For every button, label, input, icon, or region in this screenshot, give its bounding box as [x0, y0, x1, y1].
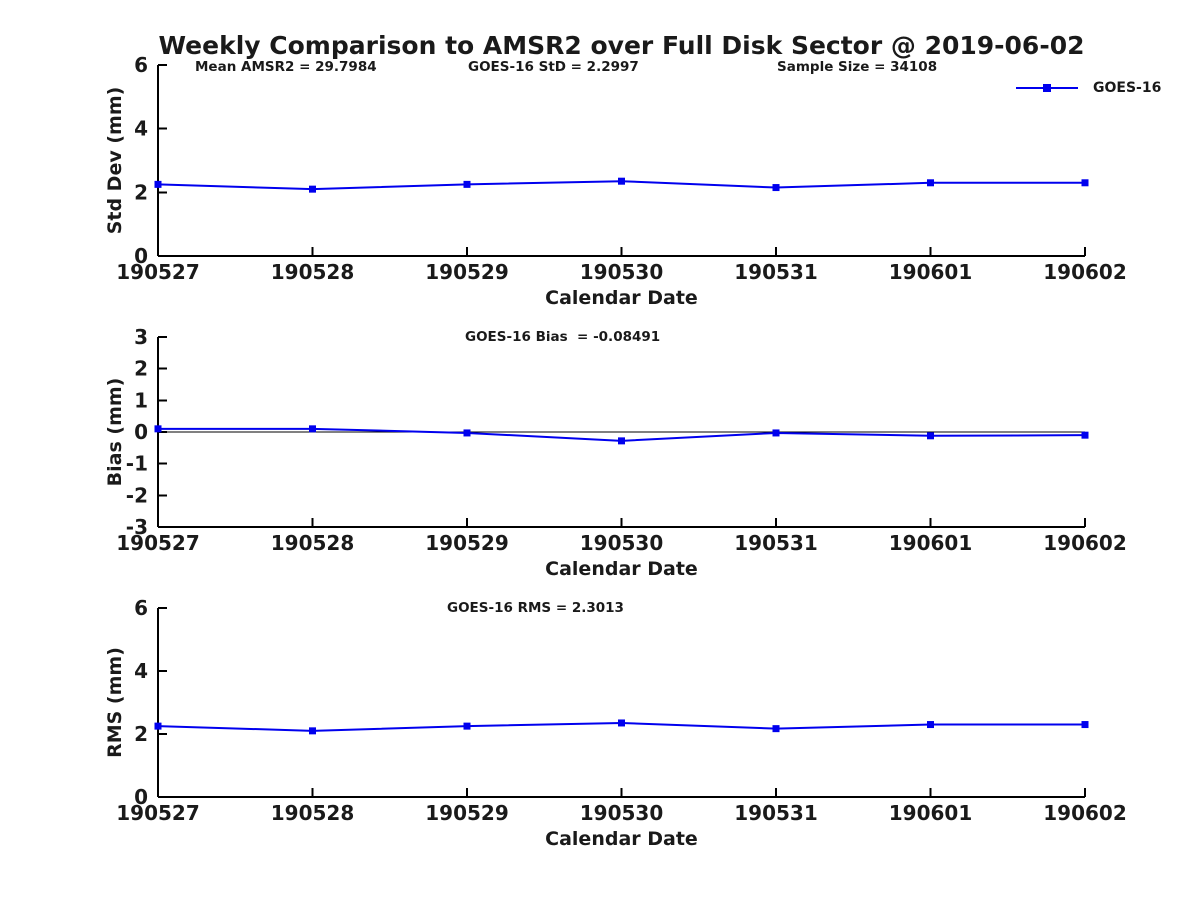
x-tick-label: 190602: [1043, 531, 1127, 555]
data-point-marker: [1081, 179, 1089, 187]
data-point-marker: [1081, 721, 1089, 729]
data-point-marker: [772, 429, 780, 437]
data-point-marker: [463, 180, 471, 188]
data-point-marker: [154, 722, 162, 730]
x-tick-label: 190528: [271, 801, 355, 825]
x-tick-label: 190601: [889, 531, 973, 555]
y-tick-label: 2: [134, 180, 148, 204]
y-tick-label: 0: [134, 420, 148, 444]
x-tick-label: 190531: [734, 801, 818, 825]
legend-label: GOES-16: [1093, 80, 1162, 96]
data-point-marker: [463, 429, 471, 437]
data-point-marker: [154, 425, 162, 433]
y-axis-title: Std Dev (mm): [104, 87, 126, 235]
annotation-goes16-bias: GOES-16 Bias = -0.08491: [465, 329, 661, 345]
data-point-marker: [618, 177, 625, 185]
y-tick-label: 0: [134, 244, 148, 268]
data-point-marker: [309, 727, 316, 735]
annotation-goes16-rms: GOES-16 RMS = 2.3013: [447, 600, 624, 616]
x-tick-label: 190602: [1043, 260, 1127, 284]
annotation-goes16-std: GOES-16 StD = 2.2997: [468, 59, 639, 75]
y-tick-label: 1: [134, 388, 148, 412]
x-tick-label: 190531: [734, 260, 818, 284]
data-point-marker: [1081, 431, 1089, 439]
data-point-marker: [618, 437, 625, 445]
data-point-marker: [618, 719, 625, 727]
y-tick-label: 6: [134, 53, 148, 77]
x-tick-label: 190529: [425, 531, 509, 555]
y-tick-label: 2: [134, 722, 148, 746]
x-axis-title: Calendar Date: [545, 558, 698, 580]
x-tick-label: 190530: [580, 260, 664, 284]
data-point-marker: [309, 185, 316, 193]
y-tick-label: 4: [134, 659, 148, 683]
y-tick-label: 3: [134, 325, 148, 349]
y-axis-title: RMS (mm): [104, 647, 126, 758]
x-axis-title: Calendar Date: [545, 287, 698, 309]
x-tick-label: 190601: [889, 260, 973, 284]
x-tick-label: 190530: [580, 531, 664, 555]
y-tick-label: -3: [126, 515, 148, 539]
legend-marker-icon: [1043, 84, 1051, 92]
x-tick-label: 190531: [734, 531, 818, 555]
x-tick-label: 190527: [116, 531, 200, 555]
x-tick-label: 190527: [116, 801, 200, 825]
annotation-sample-size: Sample Size = 34108: [777, 59, 938, 75]
y-tick-label: 6: [134, 596, 148, 620]
annotation-mean-amsr2: Mean AMSR2 = 29.7984: [195, 59, 377, 75]
y-axis-title: Bias (mm): [104, 378, 126, 487]
x-tick-label: 190527: [116, 260, 200, 284]
data-point-marker: [927, 432, 934, 440]
x-axis-title: Calendar Date: [545, 828, 698, 850]
x-tick-label: 190529: [425, 260, 509, 284]
data-point-marker: [927, 721, 934, 729]
legend: GOES-16: [1016, 81, 1161, 95]
data-point-marker: [463, 722, 471, 730]
y-tick-label: -2: [126, 483, 148, 507]
x-tick-label: 190601: [889, 801, 973, 825]
x-tick-label: 190529: [425, 801, 509, 825]
x-tick-label: 190528: [271, 260, 355, 284]
x-tick-label: 190528: [271, 531, 355, 555]
subplot-std-dev: 0 2 4 6 190527 190528 190529 190530 190531 190601…: [104, 53, 1127, 309]
legend-sample-icon: [1016, 84, 1078, 92]
y-tick-label: 2: [134, 357, 148, 381]
y-tick-label: 0: [134, 785, 148, 809]
y-tick-label: -1: [126, 452, 148, 476]
data-point-marker: [309, 425, 316, 433]
data-point-marker: [772, 184, 780, 192]
y-tick-label: 4: [134, 117, 148, 141]
x-tick-label: 190602: [1043, 801, 1127, 825]
figure-title: Weekly Comparison to AMSR2 over Full Dis…: [158, 31, 1085, 60]
x-tick-label: 190530: [580, 801, 664, 825]
subplot-rms: 0 2 4 6 190527 190528 190529 190530 190531 190601…: [104, 596, 1127, 850]
data-point-marker: [927, 179, 934, 187]
data-point-marker: [772, 725, 780, 733]
subplot-bias: -3 -2 -1 0 1 2 3 190527 190528 190529 190530 190531…: [104, 325, 1127, 580]
data-point-marker: [154, 180, 162, 188]
